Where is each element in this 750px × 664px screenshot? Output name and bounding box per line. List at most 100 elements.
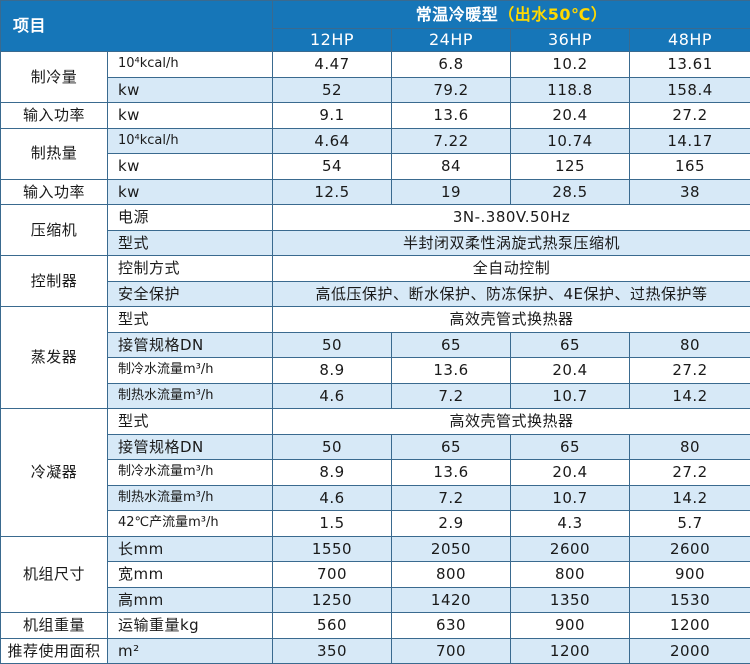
table-cell: 1200	[630, 613, 750, 639]
group-label: 控制器	[1, 256, 108, 307]
row-label: 10⁴kcal/h	[108, 128, 273, 154]
table-cell: 20.4	[511, 460, 630, 486]
table-cell: 54	[273, 154, 392, 180]
table-cell: 560	[273, 613, 392, 639]
table-cell: 1.5	[273, 511, 392, 537]
table-cell: 4.6	[273, 485, 392, 511]
group-label: 输入功率	[1, 179, 108, 205]
title-paren-text: （出水50℃）	[498, 5, 607, 24]
table-cell: 165	[630, 154, 750, 180]
table-cell: 1420	[392, 587, 511, 613]
model-header: 12HP	[273, 29, 392, 52]
row-label: kw	[108, 179, 273, 205]
table-cell: 80	[630, 332, 750, 358]
table-cell: 7.22	[392, 128, 511, 154]
table-cell: 10.7	[511, 383, 630, 409]
table-title: 常温冷暖型（出水50℃）	[273, 1, 750, 29]
group-label: 制热量	[1, 128, 108, 179]
group-label: 蒸发器	[1, 307, 108, 409]
row-label: kw	[108, 154, 273, 180]
table-cell: 12.5	[273, 179, 392, 205]
row-label: 安全保护	[108, 281, 273, 307]
table-cell: 158.4	[630, 77, 750, 103]
table-cell: 14.2	[630, 485, 750, 511]
row-label: m²	[108, 638, 273, 664]
table-cell: 14.17	[630, 128, 750, 154]
group-label: 推荐使用面积	[1, 638, 108, 664]
table-cell: 4.3	[511, 511, 630, 537]
table-cell: 8.9	[273, 460, 392, 486]
row-label: 型式	[108, 307, 273, 333]
table-row: 安全保护高低压保护、断水保护、防冻保护、4E保护、过热保护等	[1, 281, 750, 307]
table-cell: 20.4	[511, 103, 630, 129]
row-label: 接管规格DN	[108, 434, 273, 460]
model-header: 36HP	[511, 29, 630, 52]
table-cell: 700	[392, 638, 511, 664]
table-cell: 27.2	[630, 358, 750, 384]
row-label: 10⁴kcal/h	[108, 52, 273, 78]
table-cell: 1350	[511, 587, 630, 613]
table-cell: 1530	[630, 587, 750, 613]
row-label: 42℃产流量m³/h	[108, 511, 273, 537]
merged-cell: 高低压保护、断水保护、防冻保护、4E保护、过热保护等	[273, 281, 750, 307]
group-label: 输入功率	[1, 103, 108, 129]
table-cell: 13.6	[392, 103, 511, 129]
row-label: kw	[108, 77, 273, 103]
row-label: 控制方式	[108, 256, 273, 282]
table-cell: 50	[273, 434, 392, 460]
table-cell: 2600	[511, 536, 630, 562]
table-cell: 2600	[630, 536, 750, 562]
table-cell: 10.74	[511, 128, 630, 154]
row-label: 接管规格DN	[108, 332, 273, 358]
table-cell: 2000	[630, 638, 750, 664]
table-cell: 14.2	[630, 383, 750, 409]
table-cell: 27.2	[630, 103, 750, 129]
table-cell: 52	[273, 77, 392, 103]
group-label: 压缩机	[1, 205, 108, 256]
merged-cell: 全自动控制	[273, 256, 750, 282]
table-cell: 50	[273, 332, 392, 358]
table-row: 控制器控制方式全自动控制	[1, 256, 750, 282]
table-cell: 4.6	[273, 383, 392, 409]
table-cell: 80	[630, 434, 750, 460]
table-cell: 65	[511, 332, 630, 358]
table-cell: 1200	[511, 638, 630, 664]
table-cell: 38	[630, 179, 750, 205]
table-cell: 7.2	[392, 485, 511, 511]
table-cell: 8.9	[273, 358, 392, 384]
table-cell: 7.2	[392, 383, 511, 409]
row-label: 电源	[108, 205, 273, 231]
table-cell: 630	[392, 613, 511, 639]
table-cell: 79.2	[392, 77, 511, 103]
table-cell: 10.2	[511, 52, 630, 78]
table-cell: 900	[511, 613, 630, 639]
table-cell: 700	[273, 562, 392, 588]
table-cell: 4.47	[273, 52, 392, 78]
row-label: 长mm	[108, 536, 273, 562]
table-cell: 6.8	[392, 52, 511, 78]
table-cell: 2050	[392, 536, 511, 562]
table-cell: 800	[511, 562, 630, 588]
group-label: 机组尺寸	[1, 536, 108, 613]
row-label: 宽mm	[108, 562, 273, 588]
table-cell: 13.6	[392, 460, 511, 486]
group-label: 冷凝器	[1, 409, 108, 537]
table-cell: 1550	[273, 536, 392, 562]
table-cell: 19	[392, 179, 511, 205]
table-cell: 5.7	[630, 511, 750, 537]
group-label: 机组重量	[1, 613, 108, 639]
table-cell: 125	[511, 154, 630, 180]
